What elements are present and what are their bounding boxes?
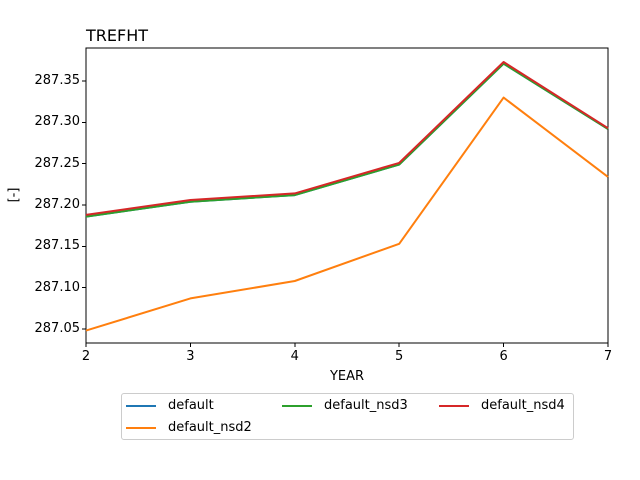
y-tick-label: 287.35 <box>34 73 81 89</box>
series-line-default_nsd2 <box>85 96 609 332</box>
x-tick-label: 6 <box>499 349 508 364</box>
legend: default default_nsd2 default_nsd3 default_n… <box>121 393 574 440</box>
legend-column: default default_nsd2 <box>126 396 282 437</box>
plot-frame <box>85 47 609 344</box>
legend-label: default <box>168 397 214 413</box>
y-tick-label: 287.10 <box>34 279 81 295</box>
legend-label: default_nsd2 <box>168 419 252 435</box>
x-tick-label: 5 <box>395 349 404 364</box>
series-line-default <box>85 62 609 218</box>
legend-line-swatch-default_nsd3 <box>282 405 312 407</box>
legend-column: default_nsd3 <box>282 396 439 437</box>
chart-title: TREFHT <box>86 26 149 45</box>
y-axis-label: [-] <box>6 187 22 203</box>
legend-item-default_nsd2: default_nsd2 <box>126 418 282 437</box>
y-tick-label: 287.15 <box>34 238 81 254</box>
legend-item-default_nsd4: default_nsd4 <box>439 396 565 416</box>
legend-line-swatch-default <box>126 404 156 407</box>
x-tick-label: 4 <box>290 349 299 364</box>
x-tick-label: 3 <box>186 349 195 364</box>
series-line-default_nsd3 <box>85 62 609 218</box>
y-tick-label: 287.05 <box>34 320 81 336</box>
legend-column: default_nsd4 <box>439 396 565 437</box>
y-tick-label: 287.20 <box>34 197 81 212</box>
legend-label: default_nsd3 <box>324 398 408 413</box>
legend-line-swatch-default_nsd4 <box>439 405 469 407</box>
series-line-default_nsd4 <box>85 61 609 216</box>
x-tick-label: 2 <box>81 349 91 364</box>
legend-item-default: default <box>126 396 282 415</box>
legend-label: default_nsd4 <box>481 398 565 413</box>
y-tick-label: 287.25 <box>34 155 81 171</box>
legend-item-default_nsd3: default_nsd3 <box>282 396 439 416</box>
x-tick-label: 7 <box>603 349 613 364</box>
legend-line-swatch-default_nsd2 <box>126 426 156 429</box>
y-tick-label: 287.30 <box>34 114 81 130</box>
x-axis-label: YEAR <box>329 369 365 384</box>
